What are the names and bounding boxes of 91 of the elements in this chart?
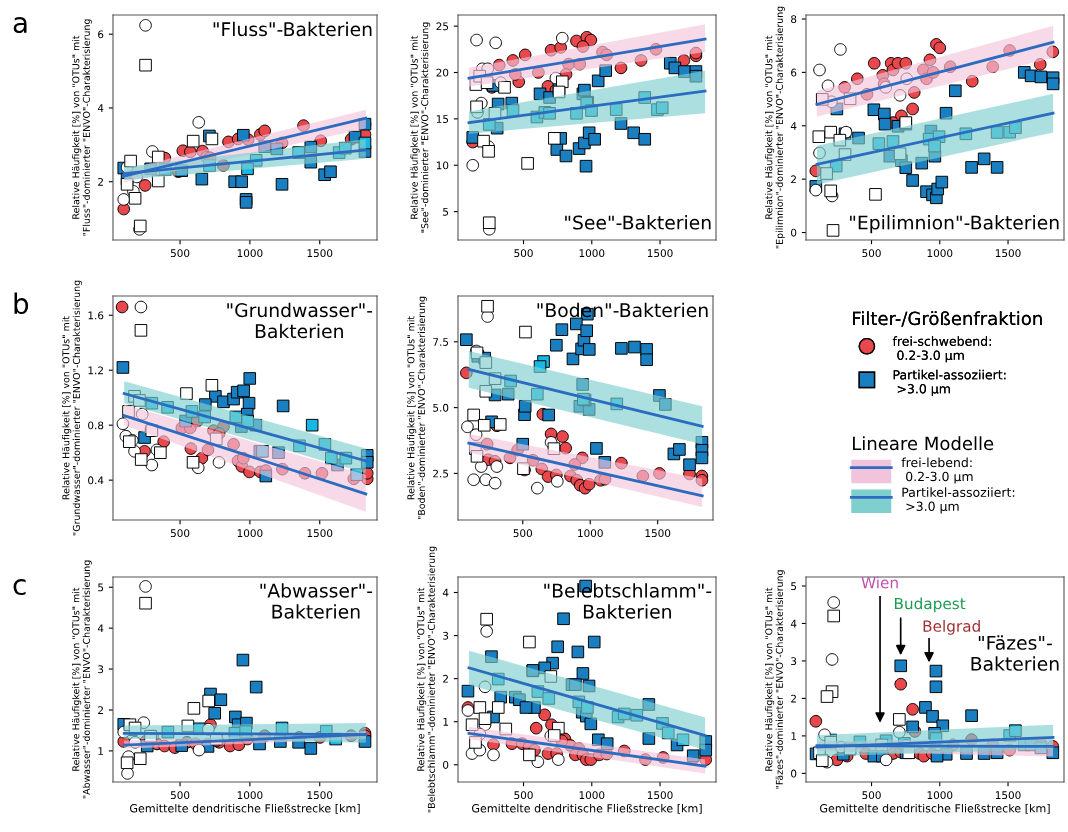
chart-title: "Boden"-Bakterien — [537, 302, 708, 318]
x-tick-label: 1000 — [927, 791, 953, 800]
y-tick-label: 2.5 — [433, 469, 449, 478]
y-axis-title: Relative Häufigkeit [%] von "OTUs" mit "Grundwasser"-dominierter "ENVO"-Charakterisierung — [62, 280, 82, 536]
y-tick-label: 0 — [443, 761, 449, 769]
y-tick-label: 3 — [443, 631, 449, 640]
x-tick-label: 500 — [170, 791, 190, 800]
y-tick-label: 1 — [791, 732, 797, 740]
y-tick-label: 0 — [791, 769, 797, 778]
y-axis-title: Relative Häufigkeit [%] von "OTUs" mit "Boden"-dominierter "ENVO"-Charakterisierung — [407, 296, 427, 520]
y-tick-label: 2 — [98, 177, 103, 186]
x-tick-label: 500 — [514, 249, 533, 258]
y-tick-label: 2 — [791, 175, 796, 184]
y-tick-label: 5 — [98, 583, 104, 592]
y-tick-label: 3 — [791, 657, 797, 666]
annotation: Budapest — [894, 597, 966, 613]
y-tick-label: 6 — [791, 68, 797, 77]
x-tick-label: 500 — [862, 249, 881, 258]
y-tick-label: 5 — [791, 582, 797, 591]
y-tick-label: 4 — [442, 588, 449, 597]
legend-title: Filter-/Größenfraktion — [853, 311, 1042, 327]
chart-title: "Fluss"-Bakterien — [213, 21, 372, 37]
x-tick-label: 500 — [170, 529, 190, 538]
x-axis-title: Gemittelte dendritische Fließstrecke [km] — [820, 803, 1050, 814]
legend-label: Partikel-assoziiert: >3.0 µm — [902, 487, 1015, 514]
text: b — [14, 292, 29, 315]
annotation: Belgrad — [923, 620, 980, 635]
x-tick-label: 500 — [862, 791, 881, 800]
x-tick-label: 1000 — [578, 529, 603, 538]
y-tick-label: 4 — [97, 624, 104, 633]
legend-label: frei-lebend: 0.2-3.0 µm — [901, 457, 973, 484]
text: c — [13, 579, 26, 596]
x-tick-label: 1000 — [237, 791, 263, 800]
y-tick-label: 5.0 — [433, 403, 449, 412]
y-tick-label: 20 — [436, 68, 449, 77]
y-tick-label: 0.8 — [88, 421, 104, 430]
y-tick-label: 1 — [443, 718, 449, 726]
y-tick-label: 4 — [97, 104, 104, 112]
text: Lineare Modelle — [853, 436, 994, 451]
x-tick-label: 500 — [513, 529, 533, 538]
text: "Epilimnion"-Bakterien — [850, 215, 1059, 234]
x-axis-title: Gemittelte dendritische Fließstrecke [km] — [472, 803, 702, 814]
text: "Fäzes"- Bakterien — [971, 635, 1059, 671]
x-tick-label: 1500 — [995, 791, 1021, 800]
text: a — [13, 17, 27, 34]
x-tick-label: 1000 — [579, 249, 605, 258]
y-tick-label: 25 — [436, 22, 449, 31]
y-tick-label: 3 — [98, 665, 104, 674]
x-tick-label: 1500 — [307, 791, 333, 800]
x-tick-label: 1500 — [647, 791, 673, 800]
y-tick-label: 15 — [436, 115, 449, 123]
y-tick-label: 2 — [791, 694, 796, 703]
y-tick-label: 1 — [98, 747, 104, 755]
y-tick-label: 4 — [790, 122, 797, 130]
y-axis-title: Relative Häufigkeit [%] von "OTUs" mit "Epilimnion"-dominierter "ENVO"-Charakterisierung — [765, 6, 785, 249]
annotation: Wien — [861, 576, 898, 589]
x-tick-label: 1500 — [307, 529, 333, 538]
x-tick-label: 500 — [170, 249, 190, 258]
legend-label: frei-schwebend: 0.2-3.0 µm — [892, 336, 991, 363]
text: "See"-Bakterien — [565, 215, 711, 230]
x-tick-label: 1500 — [647, 249, 673, 258]
y-tick-label: 6 — [98, 30, 104, 39]
x-tick-label: 1000 — [237, 529, 263, 538]
text: "Grundwasser"- Bakterien — [227, 302, 373, 339]
y-tick-label: 5 — [443, 207, 449, 216]
y-tick-label: 4 — [790, 619, 797, 628]
legend-label: Partikel-assoziiert: >3.0 µm — [893, 369, 1006, 396]
y-axis-title: Relative Häufigkeit [%] von "OTUs" mit "Belebtschlamm"-dominierter "ENVO"-Charakterisierung — [417, 546, 437, 813]
y-tick-label: 2 — [98, 706, 103, 714]
y-tick-label: 10 — [436, 161, 449, 170]
y-tick-label: 0 — [791, 228, 797, 237]
x-tick-label: 1500 — [645, 529, 671, 538]
y-tick-label: 1.2 — [88, 366, 103, 375]
y-axis-title: Relative Häufigkeit [%] von "OTUs" mit "Abwasser"-dominierter "ENVO"-Charakterisierung — [72, 560, 92, 799]
x-tick-label: 1000 — [237, 249, 263, 258]
y-axis-title: Relative Häufigkeit [%] von "OTUs" mit "See"-dominierter "ENVO"-Charakterisierung — [410, 22, 431, 233]
y-tick-label: 0.4 — [88, 476, 104, 485]
text: "Abwasser"- Bakterien — [260, 583, 373, 619]
x-tick-label: 1500 — [995, 249, 1021, 258]
x-tick-label: 1000 — [927, 249, 953, 258]
x-tick-label: 1000 — [579, 791, 605, 800]
y-tick-label: 1.6 — [88, 311, 104, 320]
x-axis-title: Gemittelte dendritische Fließstrecke [km] — [130, 803, 360, 814]
text: "Belebtschlamm"- Bakterien — [544, 583, 712, 619]
y-tick-label: 7.5 — [433, 338, 449, 346]
x-tick-label: 500 — [514, 791, 533, 800]
y-tick-label: 8 — [791, 15, 797, 24]
y-axis-title: Relative Häufigkeit [%] von "OTUs" mit "Fäzes"-dominierter "ENVO"-Charakterisierung — [765, 570, 785, 789]
x-tick-label: 1500 — [307, 249, 333, 258]
y-tick-label: 2 — [443, 674, 448, 683]
y-axis-title: Relative Häufigkeit [%] von "OTUs" mit "Fluss"-dominierter "ENVO"-Charakterisierung — [72, 19, 92, 236]
